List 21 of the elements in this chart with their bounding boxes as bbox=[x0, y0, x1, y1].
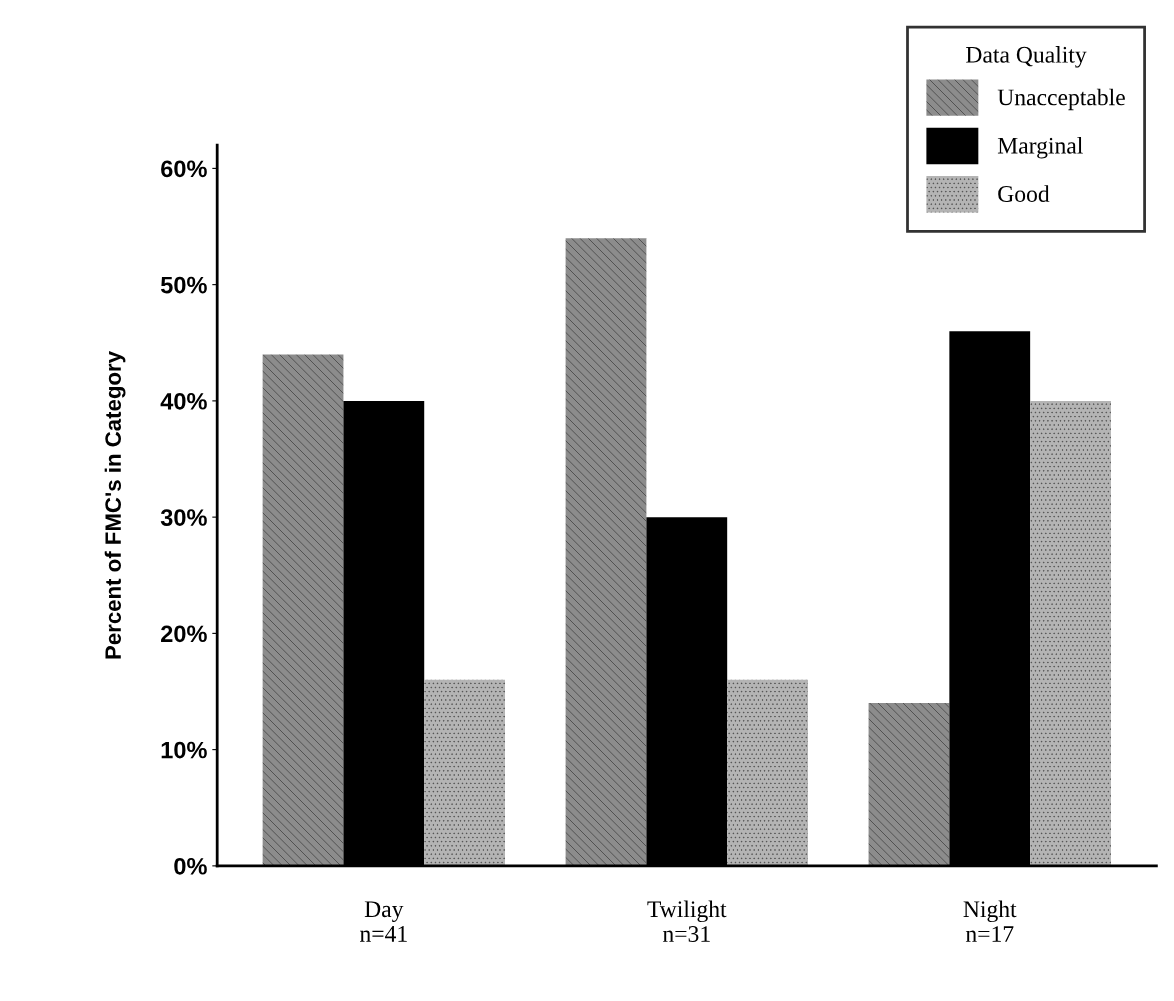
bar bbox=[1030, 400, 1111, 866]
bar bbox=[565, 238, 647, 866]
legend-label: Good bbox=[998, 185, 1050, 202]
y-tick-label: 20% bbox=[161, 625, 207, 643]
bar bbox=[727, 679, 808, 866]
x-tick-label: Night n=17 bbox=[963, 900, 1017, 942]
legend-label: Marginal bbox=[997, 137, 1083, 159]
x-tick-label: Day n=41 bbox=[360, 901, 407, 942]
legend-label: Unacceptable bbox=[997, 88, 1125, 111]
y-tick-label: 0% bbox=[174, 857, 207, 875]
bar bbox=[262, 354, 344, 866]
y-tick-label: 40% bbox=[160, 392, 207, 410]
legend-title: Data Quality bbox=[966, 46, 1087, 68]
y-tick-label: 60% bbox=[161, 160, 207, 178]
y-tick-label: 30% bbox=[160, 509, 207, 526]
x-tick-label: Twilight n=31 bbox=[647, 900, 727, 942]
bar bbox=[868, 703, 950, 866]
bar bbox=[424, 679, 506, 866]
y-tick-label: 50% bbox=[160, 276, 207, 294]
y-tick-label: 10% bbox=[161, 741, 207, 759]
y-axis-title: Percent of FMC's in Category bbox=[104, 351, 126, 659]
